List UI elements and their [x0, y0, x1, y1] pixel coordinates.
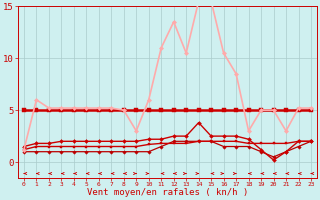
X-axis label: Vent moyen/en rafales ( kn/h ): Vent moyen/en rafales ( kn/h ) — [87, 188, 248, 197]
